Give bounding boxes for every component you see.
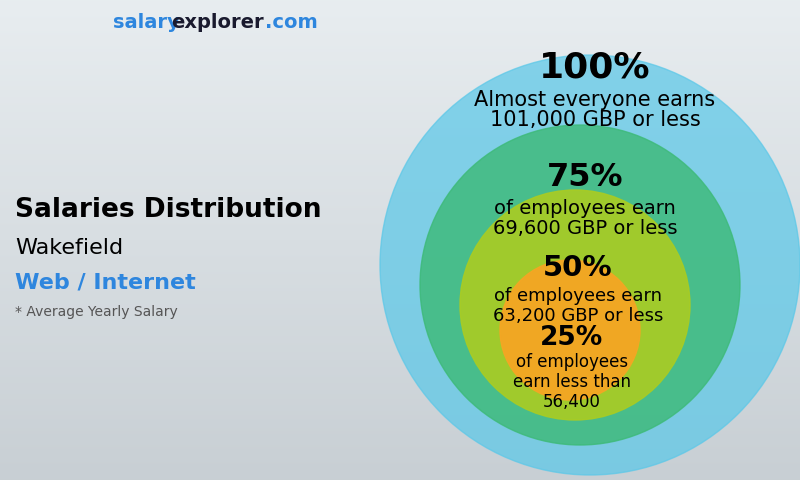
Text: Web / Internet: Web / Internet [15, 272, 196, 292]
Text: 75%: 75% [546, 163, 623, 193]
Text: * Average Yearly Salary: * Average Yearly Salary [15, 305, 178, 319]
Text: 69,600 GBP or less: 69,600 GBP or less [493, 218, 678, 238]
Text: salary: salary [113, 12, 180, 32]
Text: 100%: 100% [539, 51, 650, 85]
Circle shape [380, 55, 800, 475]
Text: 101,000 GBP or less: 101,000 GBP or less [490, 110, 700, 130]
Text: 25%: 25% [540, 325, 604, 351]
Circle shape [460, 190, 690, 420]
Text: Wakefield: Wakefield [15, 238, 123, 258]
Text: of employees: of employees [516, 353, 628, 371]
Text: explorer: explorer [171, 12, 264, 32]
Text: Salaries Distribution: Salaries Distribution [15, 197, 322, 223]
Circle shape [420, 125, 740, 445]
Text: of employees earn: of employees earn [494, 199, 676, 217]
Text: earn less than: earn less than [513, 373, 631, 391]
Text: 63,200 GBP or less: 63,200 GBP or less [493, 307, 663, 325]
Circle shape [500, 260, 640, 400]
Text: Almost everyone earns: Almost everyone earns [474, 90, 715, 110]
Text: .com: .com [265, 12, 318, 32]
Text: 56,400: 56,400 [543, 393, 601, 411]
Text: of employees earn: of employees earn [494, 287, 662, 305]
Text: 50%: 50% [543, 254, 613, 282]
